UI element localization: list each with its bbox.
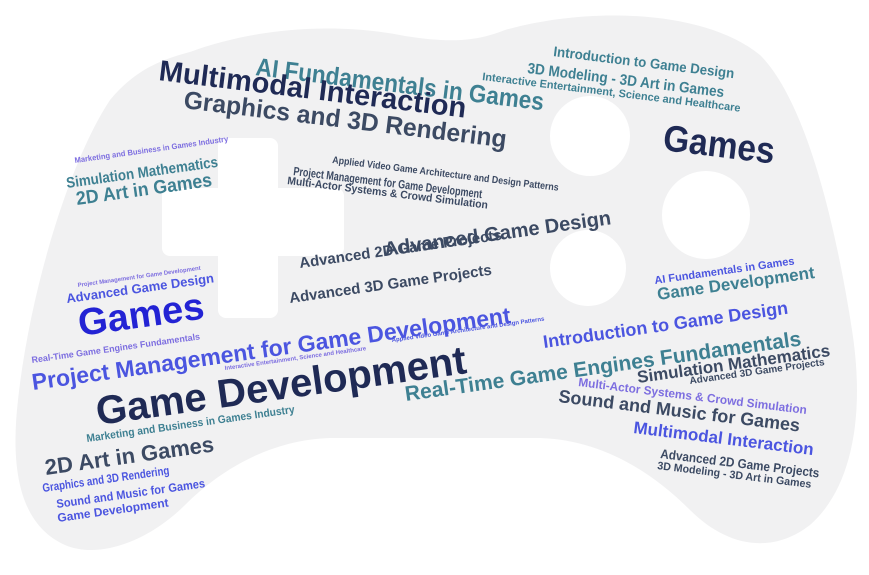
face-button-right (662, 171, 750, 259)
dpad-horizontal (162, 188, 344, 256)
face-button-top (550, 96, 630, 176)
gamepad-icon (15, 15, 857, 551)
face-button-bottom (550, 230, 626, 306)
